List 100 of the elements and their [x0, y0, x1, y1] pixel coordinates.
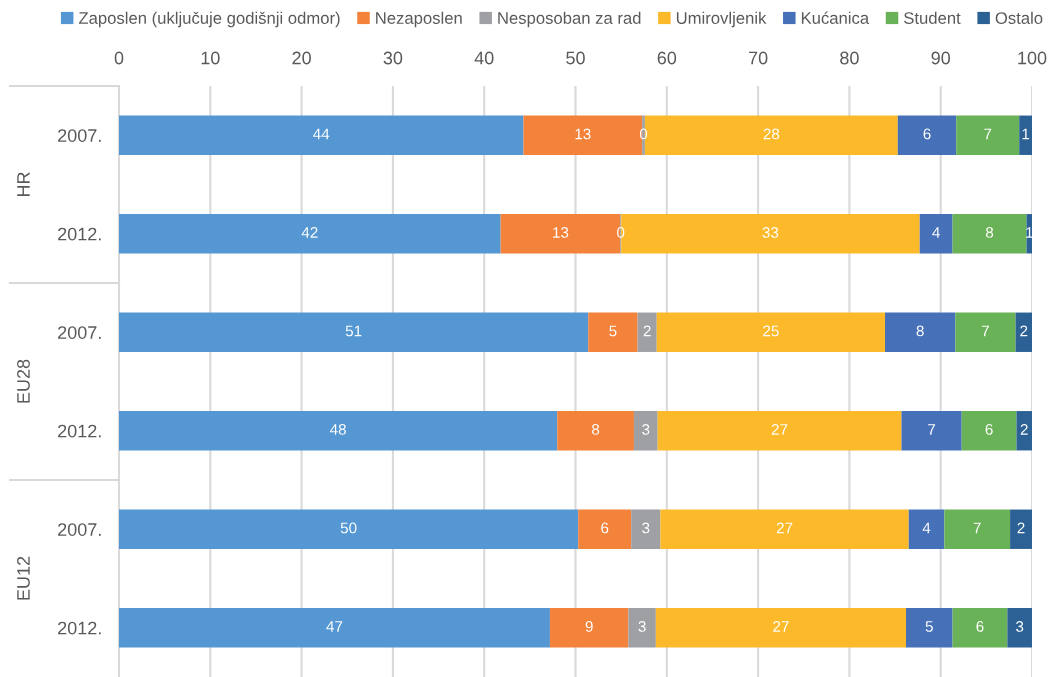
data-label: 3 — [638, 621, 646, 632]
x-tick-label: 60 — [657, 51, 677, 65]
bar — [642, 115, 645, 155]
data-label: 3 — [642, 522, 650, 534]
bar — [655, 608, 907, 648]
data-label: 7 — [973, 522, 981, 534]
data-label: 3 — [642, 424, 650, 435]
legend-label: Nezaposlen — [376, 11, 462, 28]
data-label: 1 — [1026, 227, 1033, 238]
text: EU28 — [17, 359, 30, 403]
bar — [557, 411, 634, 451]
x-tick-label: 40 — [474, 51, 494, 65]
bar — [656, 312, 886, 352]
bar — [1016, 411, 1032, 451]
data-label: 7 — [984, 128, 992, 140]
data-label: 47 — [326, 621, 343, 632]
data-label: 6 — [976, 621, 984, 632]
data-label: 27 — [771, 424, 788, 435]
data-label: 8 — [916, 325, 924, 337]
bar — [906, 608, 953, 648]
bar — [628, 608, 656, 648]
bar — [119, 115, 524, 155]
bar — [919, 214, 953, 254]
bar — [1007, 608, 1032, 648]
bar — [660, 509, 909, 549]
data-label: 6 — [923, 128, 931, 140]
bar — [1019, 115, 1032, 155]
y-tick-label: 2007. — [58, 523, 101, 536]
data-label: 6 — [601, 522, 609, 534]
bar — [897, 115, 957, 155]
data-label: 2 — [1017, 522, 1025, 534]
bar — [955, 312, 1016, 352]
x-tick-label: 90 — [931, 51, 951, 65]
data-label: 44 — [313, 128, 330, 140]
y-tick-label: 2012. — [58, 621, 101, 635]
legend-label: Nesposoban za rad — [498, 11, 641, 28]
data-label: 27 — [773, 621, 789, 632]
bar — [901, 411, 962, 451]
data-label: 8 — [985, 227, 994, 238]
x-tick-label: 30 — [383, 51, 403, 65]
bar — [885, 312, 956, 352]
data-label: 51 — [345, 325, 362, 337]
x-tick-label: 0 — [114, 51, 124, 65]
legend-label: Umirovljenik — [676, 11, 767, 28]
bar — [1015, 312, 1032, 352]
text: HR — [17, 172, 30, 197]
data-label: 7 — [981, 325, 989, 337]
bar — [633, 411, 658, 451]
bar — [637, 312, 657, 352]
y-tick-label: 2012. — [58, 424, 101, 438]
bar — [119, 214, 501, 254]
y-tick-label: 2007. — [58, 129, 101, 142]
bar — [657, 411, 902, 451]
legend-label: Zaposlen (uključuje godišnji odmor) — [78, 11, 340, 28]
x-tick-label: 10 — [201, 51, 220, 65]
data-label: 13 — [553, 227, 569, 238]
bar — [631, 509, 661, 549]
y-tick-label: 2012. — [58, 227, 101, 241]
data-label: 4 — [932, 227, 940, 238]
y-tick-label: 2007. — [58, 326, 101, 339]
data-label: 1 — [1022, 128, 1030, 140]
data-label: 25 — [763, 325, 779, 337]
data-label: 48 — [329, 424, 346, 435]
bar — [119, 312, 589, 352]
data-label: 8 — [592, 424, 600, 435]
bar — [588, 312, 638, 352]
data-label: 5 — [609, 325, 617, 337]
bar — [952, 214, 1027, 254]
bar — [549, 608, 629, 648]
data-label: 2 — [1020, 325, 1028, 337]
bar — [956, 115, 1020, 155]
text: EU12 — [17, 556, 30, 600]
legend-label: Student — [904, 11, 961, 24]
data-label: 7 — [928, 424, 936, 435]
bar — [578, 509, 632, 549]
x-tick-label: 80 — [840, 51, 859, 65]
x-tick-label: 20 — [292, 51, 311, 65]
bar — [944, 509, 1011, 549]
bar — [908, 509, 945, 549]
legend-label: Kućanica — [801, 11, 870, 24]
data-label: 42 — [301, 227, 318, 238]
data-label: 27 — [776, 522, 793, 534]
data-label: 2 — [643, 325, 651, 337]
data-label: 3 — [1016, 621, 1024, 632]
data-label: 5 — [925, 621, 933, 632]
bar — [1010, 509, 1032, 549]
data-label: 50 — [340, 522, 357, 534]
data-label: 6 — [985, 424, 993, 435]
bar — [119, 509, 579, 549]
data-label: 28 — [763, 128, 780, 140]
data-label: 4 — [922, 522, 931, 534]
data-label: 2 — [1020, 424, 1028, 435]
data-label: 33 — [762, 227, 779, 238]
bar — [952, 608, 1008, 648]
bar — [119, 411, 558, 451]
bar — [119, 608, 550, 648]
data-label: 9 — [585, 621, 593, 632]
x-tick-label: 50 — [566, 51, 585, 65]
x-tick-label: 100 — [1018, 51, 1047, 65]
bar — [961, 411, 1017, 451]
